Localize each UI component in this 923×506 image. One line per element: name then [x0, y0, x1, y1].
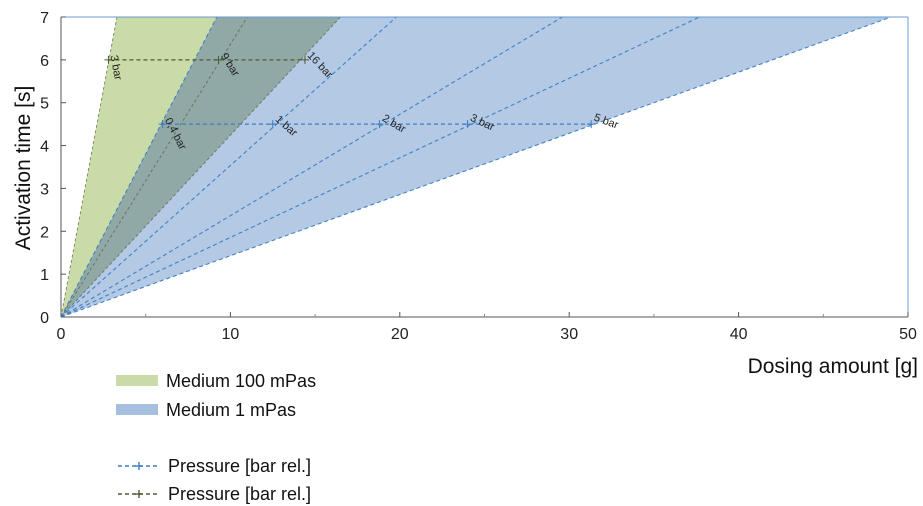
- y-tick-label-7: 7: [40, 10, 49, 27]
- x-tick-label-4: 40: [730, 326, 748, 343]
- x-tick-label-3: 30: [560, 326, 578, 343]
- y-tick-label-4: 4: [40, 139, 49, 156]
- pressure-line-2: [60, 16, 341, 318]
- pressure-line-5: [60, 16, 563, 318]
- x-tick-label-2: 20: [391, 326, 409, 343]
- y-axis-title: Activation time [s]: [12, 86, 35, 251]
- y-tick-label-5: 5: [40, 96, 49, 113]
- pressure-line-0: [60, 16, 118, 318]
- y-tick-label-2: 2: [40, 224, 49, 241]
- legend-label-1: Medium 1 mPas: [166, 400, 296, 420]
- pressure-line-1: [60, 16, 248, 318]
- pressure-line-6: [60, 16, 700, 318]
- x-axis-title: Dosing amount [g]: [748, 355, 918, 378]
- legend-label-0: Medium 100 mPas: [166, 371, 316, 391]
- x-tick-label-0: 0: [57, 326, 66, 343]
- x-tick-label-1: 10: [222, 326, 240, 343]
- pressure-label-0: 3 bar: [107, 54, 123, 81]
- y-tick-label-3: 3: [40, 181, 49, 198]
- y-tick-label-6: 6: [40, 53, 49, 70]
- axes: 0 10 20 30 40 50 0 1 2 3 4 5 6 7: [40, 10, 917, 343]
- y-tick-label-1: 1: [40, 267, 49, 284]
- legend-label-3: Pressure [bar rel.]: [168, 484, 311, 504]
- pressure-line-3: [60, 16, 218, 318]
- pressure-line-4: [60, 16, 397, 318]
- pressure-line-7: [60, 16, 892, 318]
- legend: Medium 100 mPas Medium 1 mPas Pressure [ba…: [116, 371, 316, 504]
- legend-label-2: Pressure [bar rel.]: [168, 456, 311, 476]
- legend-swatch-1: [116, 404, 158, 415]
- legend-swatch-0: [116, 375, 158, 386]
- y-tick-label-0: 0: [40, 310, 49, 327]
- x-tick-label-5: 50: [899, 326, 917, 343]
